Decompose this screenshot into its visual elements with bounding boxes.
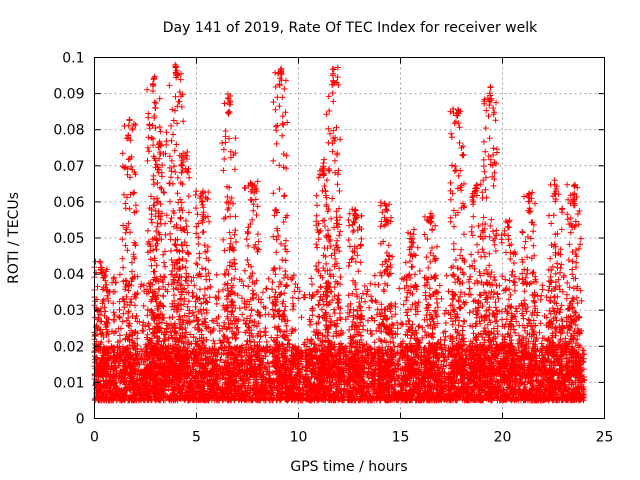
y-tick-label: 0.06 — [53, 195, 84, 211]
y-tick-label: 0.05 — [53, 231, 84, 247]
x-tick-label: 15 — [392, 430, 410, 446]
x-tick-label: 25 — [596, 430, 614, 446]
y-tick-label: 0.1 — [62, 51, 84, 67]
y-tick-label: 0.07 — [53, 159, 84, 175]
y-axis-label: ROTI / TECUs — [6, 192, 22, 284]
scatter-markers — [91, 61, 588, 404]
x-tick-label: 0 — [90, 430, 99, 446]
y-tick-label: 0.08 — [53, 123, 84, 139]
x-tick-label: 5 — [192, 430, 201, 446]
y-tick-label: 0.01 — [53, 375, 84, 391]
y-tick-label: 0.09 — [53, 87, 84, 103]
y-tick-label: 0.04 — [53, 267, 84, 283]
x-tick-label: 10 — [290, 430, 308, 446]
chart-title: Day 141 of 2019, Rate Of TEC Index for r… — [163, 20, 538, 36]
x-tick-label: 20 — [494, 430, 512, 446]
x-axis-label: GPS time / hours — [290, 459, 407, 475]
ticks: 0 0.01 0.02 0.03 0.04 0.05 0.06 0.07 0.08 0.09 0.1… — [53, 51, 613, 446]
y-tick-label: 0 — [76, 412, 85, 428]
data-points — [91, 61, 588, 404]
y-tick-label: 0.03 — [53, 303, 84, 319]
y-tick-label: 0.02 — [53, 339, 84, 355]
plot-frame — [94, 57, 605, 419]
